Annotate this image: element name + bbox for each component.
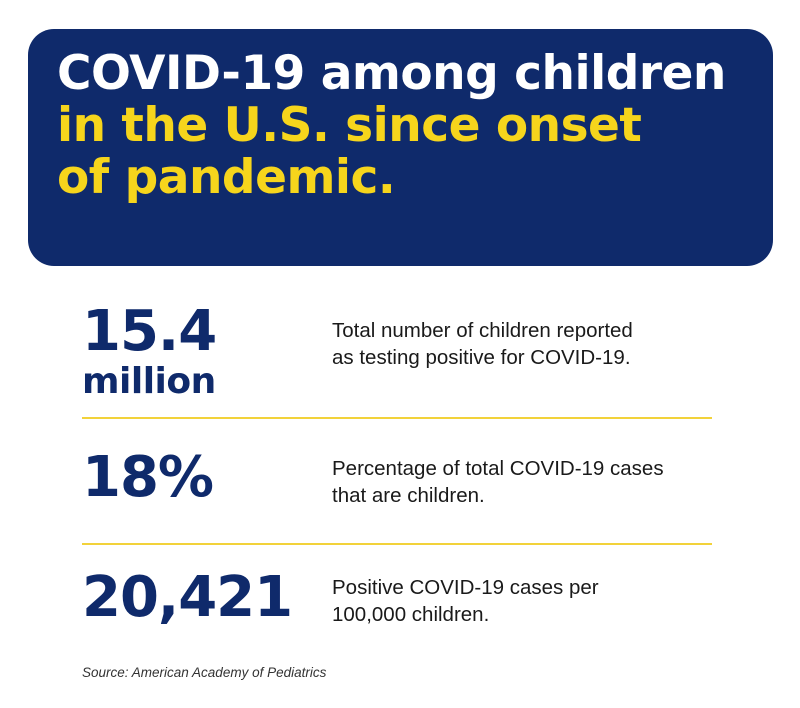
stat-description-line-2: as testing positive for COVID-19. (332, 346, 631, 369)
stat-description-line-1: Total number of children reported (332, 319, 633, 342)
stat-row-cases-per-100k: 20,421 Positive COVID-19 cases per 100,0… (82, 560, 712, 650)
stat-row-percentage: 18% Percentage of total COVID-19 cases t… (82, 440, 712, 530)
stat-description-line-2: 100,000 children. (332, 603, 490, 626)
stat-value: 20,421 (82, 565, 293, 630)
page-title: COVID-19 among children in the U.S. sinc… (57, 48, 726, 204)
stat-description-line-1: Percentage of total COVID-19 cases (332, 457, 664, 480)
divider (82, 543, 712, 545)
title-line-1: COVID-19 among children (57, 46, 726, 101)
title-line-2: in the U.S. since onset (57, 98, 642, 153)
title-line-3: of pandemic. (57, 150, 396, 205)
stat-unit: million (82, 361, 216, 402)
stat-description-line-1: Positive COVID-19 cases per (332, 576, 599, 599)
header-panel (28, 29, 773, 266)
stat-description-line-2: that are children. (332, 484, 485, 507)
source-note: Source: American Academy of Pediatrics (82, 665, 327, 680)
stat-row-children-positive: 15.4 million Total number of children re… (82, 300, 712, 410)
stat-value: 15.4 (82, 299, 217, 364)
stat-value: 18% (82, 445, 214, 510)
divider (82, 417, 712, 419)
